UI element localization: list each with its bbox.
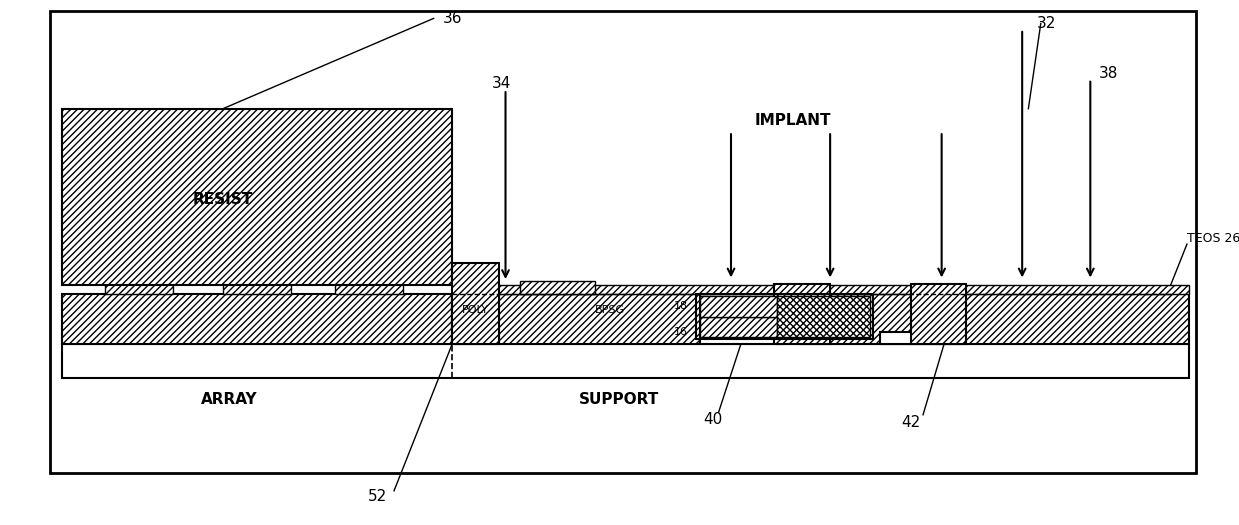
Bar xyxy=(223,281,291,294)
Text: 16: 16 xyxy=(674,327,688,337)
Bar xyxy=(520,281,595,294)
Text: IMPLANT: IMPLANT xyxy=(755,113,831,128)
Bar xyxy=(911,284,966,344)
Text: POLY: POLY xyxy=(462,304,489,315)
Text: 38: 38 xyxy=(1099,66,1119,81)
Bar xyxy=(774,284,830,344)
Text: 40: 40 xyxy=(703,413,722,427)
Text: 18: 18 xyxy=(674,300,688,311)
Text: 34: 34 xyxy=(492,77,512,91)
Text: ARRAY: ARRAY xyxy=(201,392,258,406)
Text: SUPPORT: SUPPORT xyxy=(580,392,659,406)
Bar xyxy=(696,294,873,339)
Bar xyxy=(62,109,452,285)
Text: 52: 52 xyxy=(368,489,388,503)
Bar xyxy=(452,294,700,344)
Bar xyxy=(880,332,960,344)
Text: BPSG: BPSG xyxy=(595,304,624,315)
Bar xyxy=(777,296,870,337)
Bar xyxy=(700,317,777,337)
Bar xyxy=(335,281,403,294)
Bar xyxy=(62,344,1189,378)
Bar xyxy=(452,262,499,344)
Bar xyxy=(50,10,1196,472)
Text: 42: 42 xyxy=(901,415,921,430)
Bar xyxy=(452,285,1189,294)
Text: TEOS 26: TEOS 26 xyxy=(1187,233,1239,245)
Text: 36: 36 xyxy=(442,11,462,26)
Text: RESIST: RESIST xyxy=(193,192,253,207)
Text: 32: 32 xyxy=(1037,16,1057,31)
Bar xyxy=(700,332,781,344)
Bar xyxy=(105,281,173,294)
Bar xyxy=(700,296,777,317)
Bar xyxy=(799,294,1189,344)
Bar xyxy=(62,294,452,344)
